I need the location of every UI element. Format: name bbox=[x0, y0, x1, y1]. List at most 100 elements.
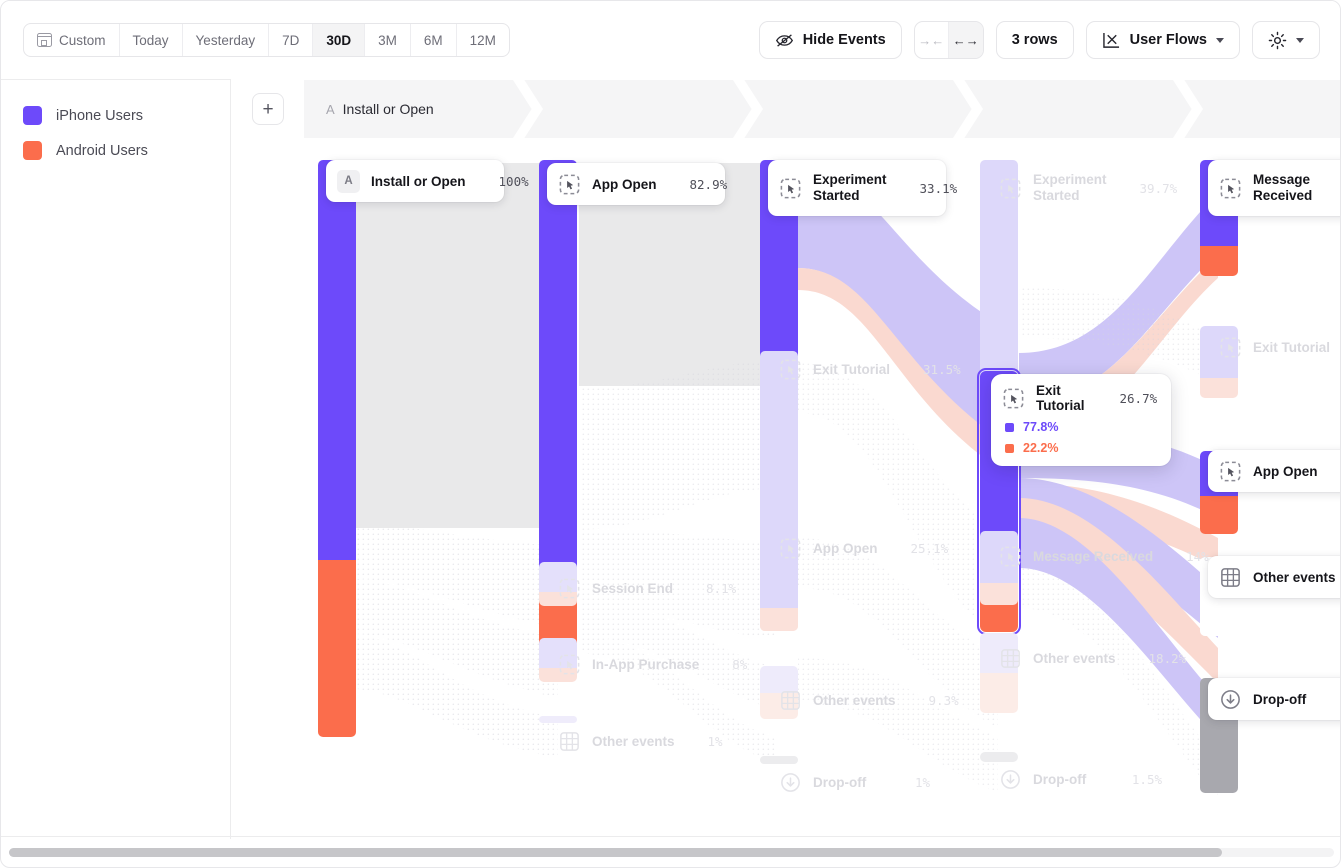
node-label-other-events-c4[interactable]: Other events 18.2% bbox=[988, 637, 1186, 679]
bar-segment-iphone bbox=[760, 666, 798, 693]
node-label-in-app-purchase[interactable]: In-App Purchase 8% bbox=[547, 643, 747, 685]
node-label-drop-off-c3[interactable]: Drop-off 1% bbox=[768, 761, 946, 803]
node-bar-app-open-c3[interactable] bbox=[760, 526, 798, 631]
node-label-drop-off-c5[interactable]: Drop-off bbox=[1208, 678, 1340, 720]
node-label-install-or-open[interactable]: A Install or Open 100% bbox=[326, 160, 529, 202]
node-pct: 25.1% bbox=[910, 540, 949, 556]
breadcrumb-step-1[interactable]: A Install or Open bbox=[304, 80, 434, 138]
node-bar-install-or-open[interactable] bbox=[318, 160, 356, 737]
range-7d[interactable]: 7D bbox=[269, 24, 314, 56]
ribbon-group-dim-c4-c5 bbox=[1019, 288, 1218, 798]
node-name: Exit Tutorial bbox=[813, 361, 891, 377]
bar-segment-android bbox=[539, 592, 577, 606]
node-bar-app-open-c2[interactable] bbox=[539, 160, 577, 663]
node-label-app-open-c5[interactable]: App Open bbox=[1208, 450, 1340, 492]
tooltip-swatch bbox=[1005, 422, 1014, 432]
node-name: Other events bbox=[1253, 569, 1336, 585]
ribbon-active-appopen-to-experiment[interactable] bbox=[579, 163, 777, 386]
event-cursor-icon bbox=[1003, 388, 1024, 408]
calendar-icon bbox=[36, 33, 53, 47]
event-cursor-icon bbox=[1220, 337, 1241, 357]
view-type-button[interactable]: User Flows bbox=[1085, 21, 1240, 59]
node-label-other-events-c5[interactable]: Other events bbox=[1208, 556, 1340, 598]
node-pct: 31.5% bbox=[923, 361, 961, 377]
range-12m[interactable]: 12M bbox=[469, 32, 496, 48]
node-pct: 33.1% bbox=[919, 180, 958, 196]
event-cursor-icon bbox=[780, 359, 801, 379]
node-label-session-end[interactable]: Session End 8.1% bbox=[547, 567, 736, 609]
expand-horizontal-icon[interactable]: ←→ bbox=[948, 22, 983, 58]
horizontal-scrollbar-track[interactable] bbox=[9, 848, 1334, 857]
node-bar-exit-tutorial-c5[interactable] bbox=[1200, 326, 1238, 398]
grid-icon bbox=[560, 731, 579, 751]
node-pct: 39.7% bbox=[1139, 180, 1178, 196]
date-range-segmented-control[interactable]: Custom Today Yesterday 7D 30D 3M 6M 12M bbox=[23, 23, 510, 57]
node-tooltip-exit-tutorial: Exit Tutorial 26.7% 77.8% 22.2% bbox=[991, 374, 1171, 466]
range-3m[interactable]: 3M bbox=[365, 24, 411, 56]
eye-off-icon bbox=[775, 33, 793, 47]
node-label-experiment-started-c3[interactable]: Experiment Started 33.1% bbox=[768, 160, 957, 216]
width-mode-group[interactable]: →← ←→ bbox=[913, 21, 984, 59]
grid-icon bbox=[1001, 648, 1020, 668]
node-label-drop-off-c4[interactable]: Drop-off 1.5% bbox=[988, 758, 1178, 800]
node-pct: 82.9% bbox=[689, 176, 728, 192]
tooltip-header: Exit Tutorial 26.7% bbox=[1002, 383, 1157, 413]
node-label-app-open-c2[interactable]: App Open 82.9% bbox=[547, 163, 728, 205]
node-name: Experiment Started bbox=[813, 171, 887, 203]
node-name: Other events bbox=[813, 692, 896, 708]
bar-segment-android bbox=[318, 560, 356, 737]
range-yesterday[interactable]: Yesterday bbox=[183, 24, 270, 56]
node-label-message-received-c4[interactable]: Message Received 14% bbox=[988, 535, 1209, 577]
node-pct: 8.1% bbox=[706, 580, 737, 596]
node-bar-other-events-c2[interactable] bbox=[539, 716, 577, 723]
horizontal-scrollbar-thumb[interactable] bbox=[9, 848, 1222, 857]
view-type-label: User Flows bbox=[1129, 32, 1207, 48]
node-name: Drop-off bbox=[1033, 771, 1087, 787]
legend-item-iphone-users[interactable]: iPhone Users bbox=[23, 98, 230, 133]
event-cursor-icon bbox=[1000, 546, 1021, 566]
range-today[interactable]: Today bbox=[120, 24, 183, 56]
event-cursor-icon bbox=[780, 538, 801, 558]
bar-segment-android bbox=[1200, 378, 1238, 398]
tooltip-pct: 26.7% bbox=[1119, 390, 1158, 406]
node-name: Drop-off bbox=[813, 774, 867, 790]
range-30d[interactable]: 30D bbox=[313, 24, 366, 56]
breadcrumb: + A Install or Open bbox=[232, 80, 1340, 138]
node-bar-drop-off-c3[interactable] bbox=[760, 756, 798, 764]
node-label-other-events-c3[interactable]: Other events 9.3% bbox=[768, 679, 959, 721]
tooltip-value: 22.2% bbox=[1023, 441, 1059, 455]
range-6m[interactable]: 6M bbox=[411, 24, 457, 56]
sankey-ribbons bbox=[340, 163, 1218, 798]
rows-button[interactable]: 3 rows bbox=[995, 21, 1074, 59]
hide-events-button[interactable]: Hide Events bbox=[758, 21, 902, 59]
node-label-app-open-c3[interactable]: App Open 25.1% bbox=[768, 527, 949, 569]
bar-segment-android bbox=[539, 668, 577, 682]
ribbon-active-install-to-appopen[interactable] bbox=[340, 163, 558, 528]
node-label-experiment-started-c4[interactable]: Experiment Started 39.7% bbox=[988, 160, 1177, 216]
bar-segment-android bbox=[760, 608, 798, 631]
bar-segment-android bbox=[980, 583, 1018, 605]
bar-segment-iphone bbox=[318, 160, 356, 560]
range-custom[interactable]: Custom bbox=[24, 24, 120, 56]
node-pct: 100% bbox=[498, 173, 529, 189]
settings-button[interactable] bbox=[1252, 21, 1320, 59]
node-label-exit-tutorial-c3[interactable]: Exit Tutorial 31.5% bbox=[768, 348, 961, 390]
dropoff-icon bbox=[781, 772, 800, 792]
node-label-other-events-c2[interactable]: Other events 1% bbox=[547, 720, 725, 762]
range-custom-label: Custom bbox=[59, 32, 106, 48]
legend-item-android-users[interactable]: Android Users bbox=[23, 133, 230, 168]
ribbon-group-active-c3-c4[interactable] bbox=[798, 168, 998, 468]
add-step-wrap: + bbox=[232, 80, 304, 138]
node-label-exit-tutorial-c5[interactable]: Exit Tutorial bbox=[1208, 326, 1340, 368]
tooltip-name: Exit Tutorial bbox=[1036, 383, 1085, 413]
node-name: App Open bbox=[592, 176, 657, 192]
collapse-horizontal-icon[interactable]: →← bbox=[915, 22, 949, 58]
node-label-message-received-c5[interactable]: Message Received bbox=[1208, 160, 1340, 216]
event-cursor-icon bbox=[1000, 178, 1021, 198]
breadcrumb-step-label: Install or Open bbox=[342, 101, 434, 117]
breadcrumb-chevron-icon bbox=[1173, 80, 1203, 138]
add-step-button[interactable]: + bbox=[252, 93, 284, 125]
node-bar-drop-off-c4[interactable] bbox=[980, 752, 1018, 762]
bar-segment-android bbox=[1200, 496, 1238, 534]
node-name: App Open bbox=[1253, 463, 1318, 479]
